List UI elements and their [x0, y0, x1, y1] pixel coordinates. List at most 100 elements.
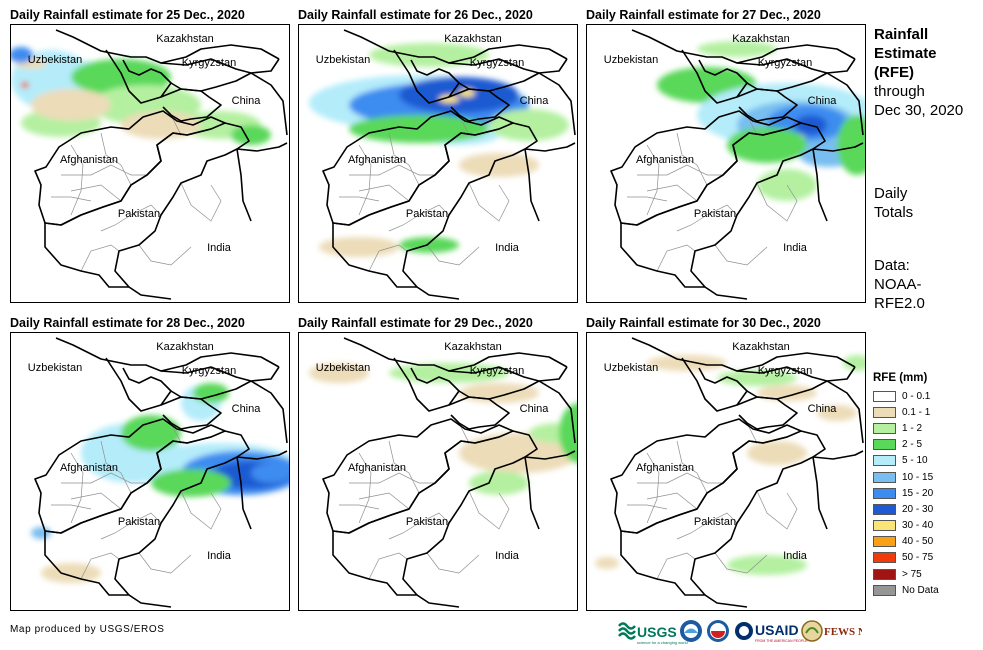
country-label-afghanistan: Afghanistan — [60, 154, 118, 166]
rainfall-map: Kazakhstan Uzbekistan Kyrgyzstan China Afgha… — [298, 24, 578, 303]
legend-label: 15 - 20 — [902, 487, 934, 499]
map-panel: Daily Rainfall estimate for 26 Dec., 202… — [298, 8, 578, 303]
rainfall-area — [319, 237, 399, 257]
legend-swatch — [873, 584, 896, 596]
rainfall-map: Kazakhstan Uzbekistan Kyrgyzstan China Afgha… — [586, 24, 866, 303]
country-boundary — [448, 88, 510, 122]
province-boundary — [388, 132, 420, 186]
province-boundary — [339, 504, 380, 510]
usgs-logo: USGS science for a changing world — [618, 622, 688, 645]
province-boundary — [368, 244, 408, 272]
province-boundary — [676, 440, 708, 494]
rainfall-area — [757, 385, 817, 401]
legend-label: 0 - 0.1 — [902, 390, 931, 402]
country-label-afghanistan: Afghanistan — [636, 154, 694, 166]
rainfall-area — [459, 383, 539, 403]
usaid-logo-text: USAID — [755, 622, 799, 638]
rainfall-field — [309, 363, 577, 495]
legend-label: 5 - 10 — [902, 455, 928, 467]
country-label-kazakhstan: Kazakhstan — [444, 33, 501, 45]
province-boundary — [358, 144, 372, 216]
legend-item: 2 - 5 — [873, 437, 978, 453]
country-label-afghanistan: Afghanistan — [60, 462, 118, 474]
province-boundary — [358, 452, 372, 524]
legend-label: 10 - 15 — [902, 471, 934, 483]
province-boundary — [80, 244, 120, 272]
usgs-tagline: science for a changing world — [637, 640, 688, 645]
legend-label: No Data — [902, 584, 939, 596]
rainfall-map: Kazakhstan Uzbekistan Kyrgyzstan China Afgha… — [10, 24, 290, 303]
country-boundary — [704, 148, 828, 300]
panel-title: Daily Rainfall estimate for 26 Dec., 202… — [298, 8, 533, 22]
country-label-pakistan: Pakistan — [118, 516, 160, 528]
country-boundary — [160, 396, 222, 430]
country-label-uzbekistan: Uzbekistan — [28, 54, 82, 66]
rainfall-area — [459, 433, 577, 473]
legend-item: 10 - 15 — [873, 469, 978, 485]
country-label-india: India — [783, 550, 808, 562]
province-boundary — [180, 490, 222, 530]
legend-label: 30 - 40 — [902, 520, 934, 532]
legend-item: 50 - 75 — [873, 550, 978, 566]
side-panel: Rainfall Estimate (RFE) through Dec 30, … — [874, 25, 963, 120]
province-boundary — [646, 144, 660, 216]
province-boundary — [51, 196, 92, 202]
legend-swatch — [873, 568, 896, 580]
legend-item: 40 - 50 — [873, 534, 978, 550]
country-boundary — [44, 430, 250, 596]
panel-title: Daily Rainfall estimate for 27 Dec., 202… — [586, 8, 821, 22]
daily-line: Daily — [874, 185, 908, 202]
country-label-uzbekistan: Uzbekistan — [604, 54, 658, 66]
province-boundary — [646, 452, 660, 524]
province-boundary — [646, 492, 698, 510]
country-label-pakistan: Pakistan — [694, 208, 736, 220]
legend-swatch — [873, 552, 896, 564]
rainfall-area — [31, 527, 51, 539]
country-label-uzbekistan: Uzbekistan — [316, 54, 370, 66]
country-boundary — [736, 396, 798, 430]
province-boundary — [138, 552, 192, 574]
province-boundary — [368, 552, 408, 580]
rainfall-area — [837, 115, 865, 175]
country-label-india: India — [207, 242, 232, 254]
province-boundary — [756, 182, 798, 222]
province-boundary — [349, 164, 435, 176]
country-label-china: China — [808, 95, 838, 107]
country-label-kazakhstan: Kazakhstan — [156, 33, 213, 45]
province-boundary — [70, 452, 84, 524]
province-boundary — [388, 512, 450, 540]
province-boundary — [468, 182, 510, 222]
country-boundary — [704, 456, 828, 608]
country-boundary — [620, 122, 826, 288]
legend-swatch — [873, 406, 896, 418]
province-boundary — [646, 184, 698, 202]
province-boundary — [61, 164, 147, 176]
province-boundary — [468, 490, 510, 530]
map-credit: Map produced by USGS/EROS — [10, 624, 165, 635]
rainfall-area — [727, 555, 807, 575]
country-label-china: China — [520, 95, 550, 107]
country-label-pakistan: Pakistan — [406, 516, 448, 528]
country-label-kyrgyzstan: Kyrgyzstan — [758, 365, 812, 377]
province-boundary — [80, 552, 120, 580]
rainfall-area — [817, 405, 857, 421]
country-boundary — [160, 88, 222, 122]
province-boundary — [676, 204, 738, 232]
rainfall-area — [595, 557, 619, 569]
noaa-logo — [680, 620, 702, 642]
fewsnet-logo: FEWS NET — [801, 620, 881, 642]
nws-logo — [707, 620, 729, 642]
panel-title: Daily Rainfall estimate for 29 Dec., 202… — [298, 316, 533, 330]
country-boundary — [236, 58, 288, 152]
legend-label: 2 - 5 — [902, 439, 923, 451]
rainfall-area — [21, 82, 29, 88]
province-boundary — [100, 512, 162, 540]
country-boundary — [128, 148, 252, 300]
country-boundary — [524, 366, 576, 460]
province-boundary — [426, 244, 480, 266]
country-boundary — [524, 58, 576, 152]
usaid-tagline: FROM THE AMERICAN PEOPLE — [755, 639, 808, 643]
province-boundary — [339, 196, 380, 202]
country-label-pakistan: Pakistan — [118, 208, 160, 220]
country-label-china: China — [520, 403, 550, 415]
